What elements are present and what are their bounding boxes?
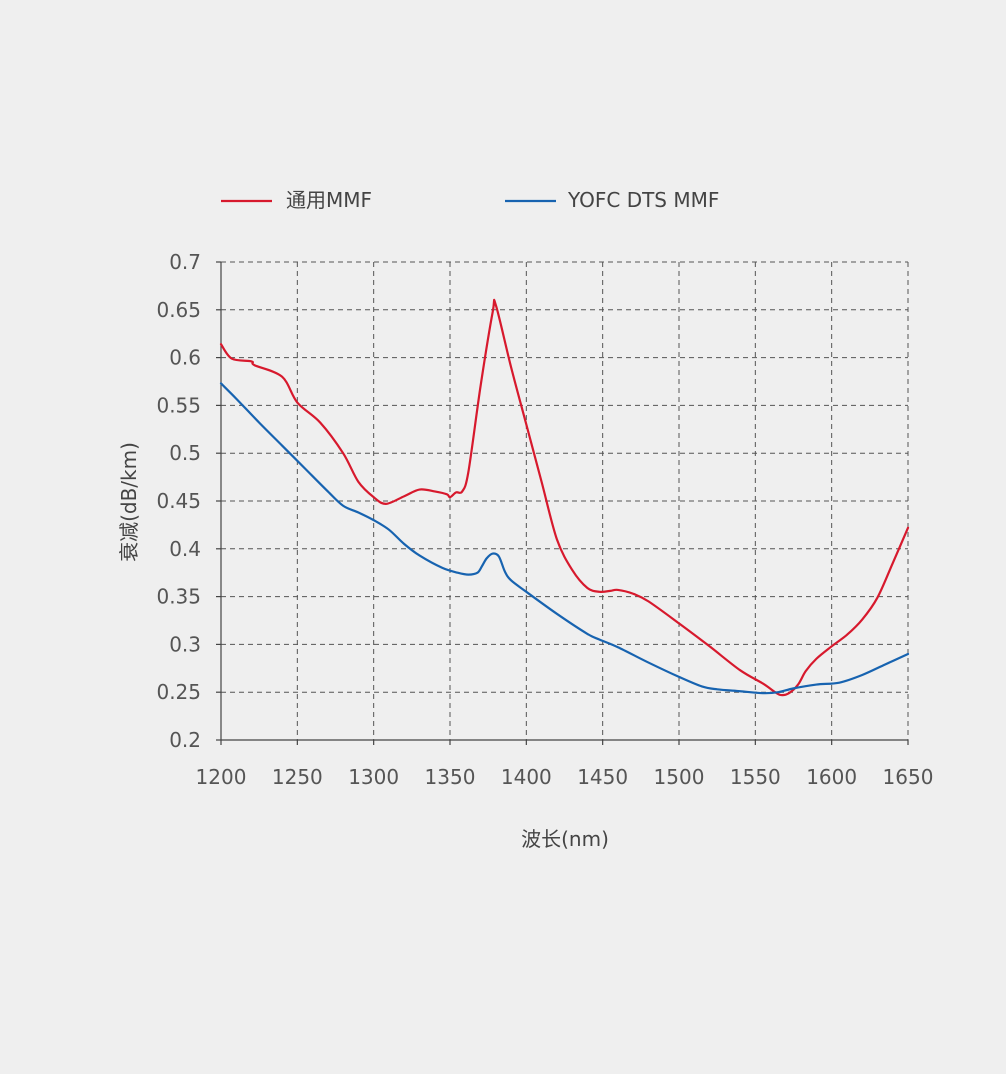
x-tick-label: 1450 [577, 765, 628, 789]
x-tick-label: 1550 [730, 765, 781, 789]
grid-lines [221, 261, 909, 740]
series-line-yofc-dts-mmf [219, 382, 910, 695]
y-axis-ticks: 0.2 0.25 0.3 0.35 0.4 0.45 0.5 0.55 0.6 0.65 0.7 [156, 250, 221, 752]
y-tick-label: 0.35 [156, 585, 201, 609]
y-tick-label: 0.6 [169, 346, 201, 370]
y-axis-label: 衰减(dB/km) [117, 442, 141, 562]
x-tick-label: 1300 [348, 765, 399, 789]
x-tick-label: 1350 [425, 765, 476, 789]
x-tick-label: 1600 [806, 765, 857, 789]
x-tick-label: 1250 [272, 765, 323, 789]
x-tick-label: 1400 [501, 765, 552, 789]
y-tick-label: 0.25 [156, 680, 201, 704]
y-tick-label: 0.2 [169, 728, 201, 752]
y-tick-label: 0.5 [169, 441, 201, 465]
x-tick-label: 1500 [654, 765, 705, 789]
legend-label-general-mmf: 通用MMF [286, 188, 372, 212]
x-tick-label: 1200 [196, 765, 247, 789]
y-tick-label: 0.45 [156, 489, 201, 513]
legend-label-yofc-dts-mmf: YOFC DTS MMF [567, 188, 719, 212]
legend: 通用MMF YOFC DTS MMF [221, 188, 719, 212]
x-axis-label: 波长(nm) [521, 827, 609, 851]
x-tick-label: 1650 [883, 765, 934, 789]
y-tick-label: 0.4 [169, 537, 201, 561]
x-axis-ticks: 1200 1250 1300 1350 1400 1450 1500 1550 1600 1650 [196, 740, 934, 789]
y-tick-label: 0.65 [156, 298, 201, 322]
y-tick-label: 0.3 [169, 632, 201, 656]
y-tick-label: 0.55 [156, 393, 201, 417]
y-tick-label: 0.7 [169, 250, 201, 274]
series-lines [219, 298, 910, 697]
series-line-general-mmf [219, 298, 910, 697]
